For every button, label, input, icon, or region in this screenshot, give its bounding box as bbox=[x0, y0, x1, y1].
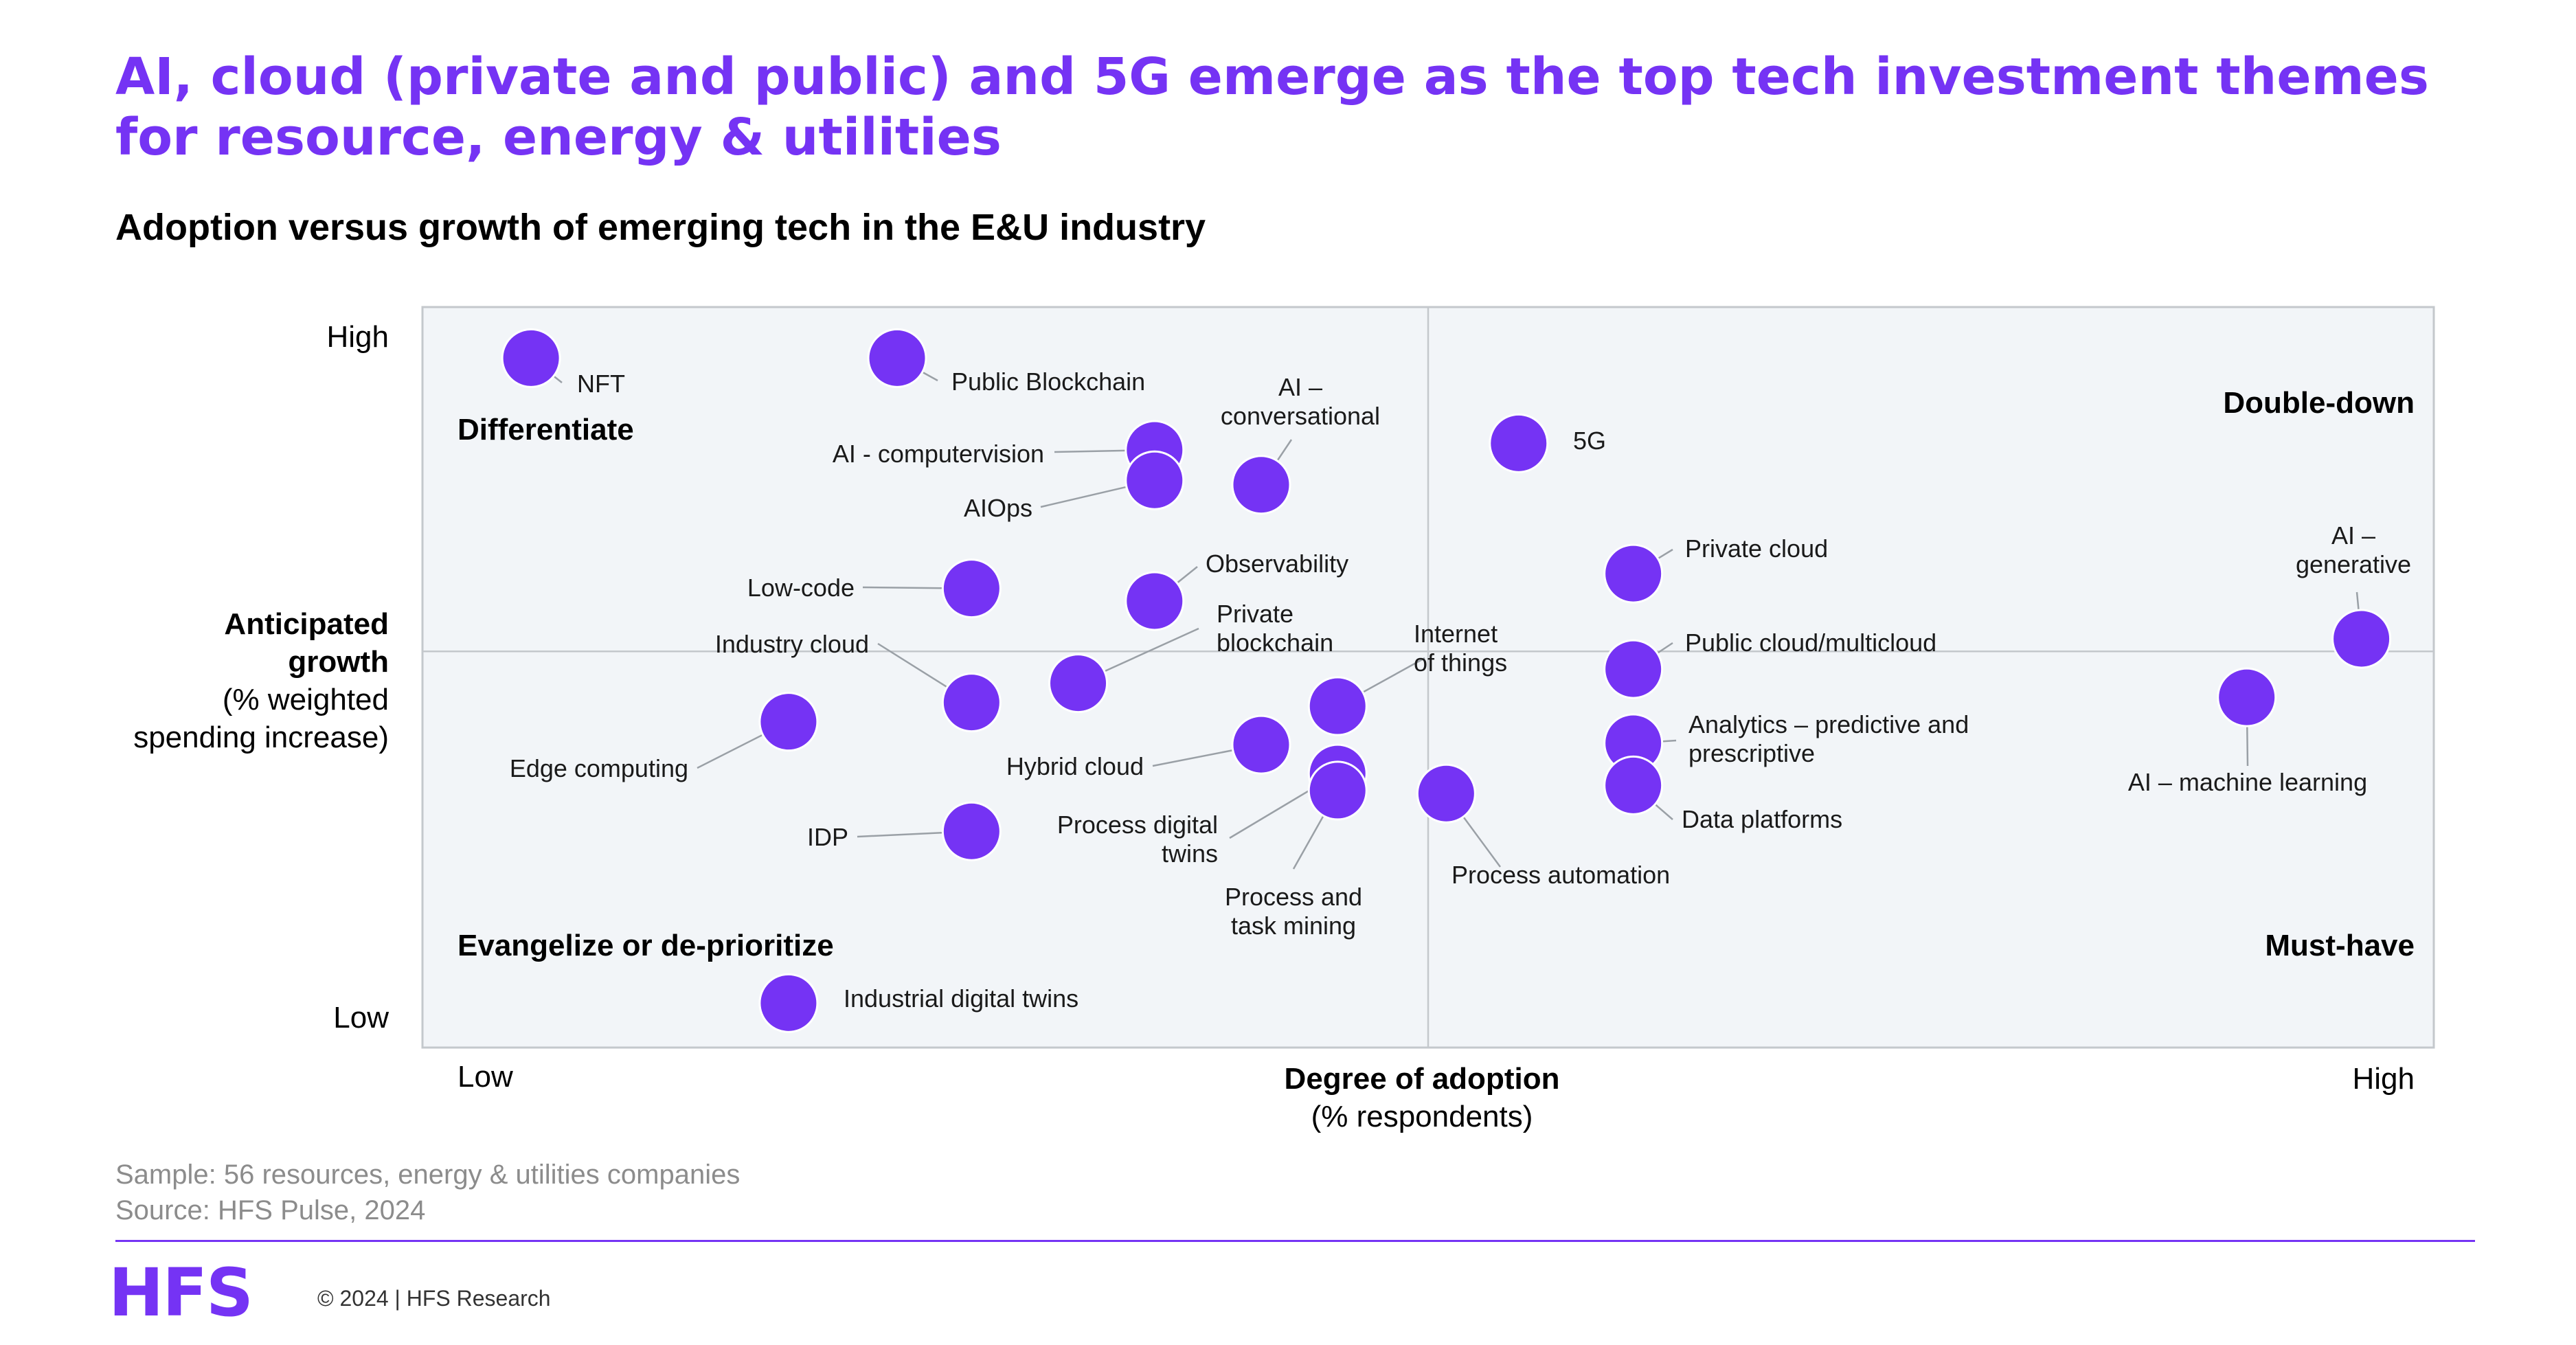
quadrant-label-must-have: Must-have bbox=[2265, 929, 2415, 962]
footer-divider bbox=[115, 1240, 2475, 1242]
data-point-ai-machine-learning bbox=[2217, 667, 2277, 727]
quadrant-label-differentiate: Differentiate bbox=[457, 413, 634, 447]
adoption-growth-scatter-chart: NFT Public Blockchain AI - computervision A… bbox=[133, 306, 2435, 1133]
point-label-edge-computing: Edge computing bbox=[510, 754, 688, 782]
data-point-observability bbox=[1125, 571, 1185, 631]
point-label-industry-cloud: Industry cloud bbox=[715, 630, 869, 658]
point-label-ai-generative: AI – generative bbox=[2296, 521, 2411, 578]
data-point-public-cloud-multicloud bbox=[1603, 639, 1664, 699]
data-point-ai-conversational bbox=[1231, 455, 1291, 515]
data-point-low-code bbox=[941, 558, 1002, 619]
data-point-nft bbox=[501, 328, 561, 388]
point-label-data-platforms: Data platforms bbox=[1682, 805, 1842, 833]
quadrant-label-double-down: Double-down bbox=[2223, 386, 2415, 420]
point-label-ai-machine-learning: AI – machine learning bbox=[2128, 768, 2367, 796]
point-label-process-automation: Process automation bbox=[1451, 861, 1670, 889]
data-point-private-blockchain bbox=[1048, 653, 1109, 714]
sample-note: Sample: 56 resources, energy & utilities… bbox=[115, 1160, 741, 1190]
point-label-ai-computervision: AI - computervision bbox=[833, 440, 1044, 468]
point-label-public-cloud-multicloud: Public cloud/multicloud bbox=[1685, 629, 1936, 657]
data-point-idp bbox=[941, 801, 1002, 861]
x-axis-high-label: High bbox=[2353, 1062, 2415, 1096]
data-point-industrial-digital-twins bbox=[758, 973, 819, 1033]
source-note: Source: HFS Pulse, 2024 bbox=[115, 1195, 426, 1225]
point-label-process-and-task-mining: Process and task mining bbox=[1225, 883, 1362, 940]
point-label-nft: NFT bbox=[577, 370, 625, 398]
point-label-internet-of-things: Internet of things bbox=[1414, 620, 1507, 677]
x-axis-low-label: Low bbox=[457, 1060, 513, 1094]
point-label-5g: 5G bbox=[1573, 427, 1606, 455]
point-label-industrial-digital-twins: Industrial digital twins bbox=[844, 984, 1078, 1013]
hfs-logo: HFS bbox=[109, 1254, 253, 1331]
data-point-data-platforms bbox=[1603, 755, 1664, 815]
point-label-process-digital-twins: Process digital twins bbox=[1057, 811, 1218, 868]
point-label-analytics-predictive-and-prescriptive: Analytics – predictive and prescriptive bbox=[1688, 710, 1969, 767]
copyright-text: © 2024 | HFS Research bbox=[317, 1286, 551, 1311]
data-point-hybrid-cloud bbox=[1231, 714, 1291, 775]
y-axis-subtitle-line-1: (% weighted bbox=[223, 683, 389, 716]
point-label-aiops: AIOps bbox=[964, 494, 1032, 522]
point-label-public-blockchain: Public Blockchain bbox=[951, 368, 1145, 396]
data-point-process-automation bbox=[1416, 763, 1476, 824]
point-label-private-blockchain: Private blockchain bbox=[1217, 600, 1333, 657]
data-point-5g bbox=[1489, 413, 1549, 473]
quadrant-label-evangelize: Evangelize or de-prioritize bbox=[457, 929, 834, 962]
data-point-private-cloud bbox=[1603, 543, 1664, 604]
point-label-idp: IDP bbox=[807, 823, 848, 851]
data-point-public-blockchain bbox=[867, 328, 927, 388]
page-title: AI, cloud (private and public) and 5G em… bbox=[115, 47, 2429, 167]
point-label-observability: Observability bbox=[1206, 550, 1348, 578]
point-label-private-cloud: Private cloud bbox=[1685, 534, 1828, 563]
data-point-industry-cloud bbox=[941, 672, 1002, 733]
data-point-ai-generative bbox=[2331, 609, 2392, 669]
x-axis-title: Degree of adoption bbox=[1285, 1062, 1560, 1096]
chart-subtitle: Adoption versus growth of emerging tech … bbox=[115, 207, 1206, 248]
point-label-hybrid-cloud: Hybrid cloud bbox=[1006, 752, 1144, 780]
y-axis-title-line-2: growth bbox=[288, 645, 389, 679]
x-axis-subtitle: (% respondents) bbox=[1311, 1100, 1533, 1133]
point-label-low-code: Low-code bbox=[747, 574, 855, 602]
y-axis-high-label: High bbox=[327, 320, 389, 354]
y-axis-title-line-1: Anticipated bbox=[224, 607, 389, 641]
data-point-process-and-task-mining bbox=[1307, 760, 1368, 821]
data-point-edge-computing bbox=[758, 692, 819, 752]
y-axis-subtitle-line-2: spending increase) bbox=[133, 721, 389, 754]
y-axis-low-label: Low bbox=[333, 1001, 389, 1035]
data-point-internet-of-things bbox=[1307, 676, 1368, 736]
data-point-aiops bbox=[1125, 450, 1185, 510]
point-label-ai-conversational: AI – conversational bbox=[1221, 373, 1380, 430]
